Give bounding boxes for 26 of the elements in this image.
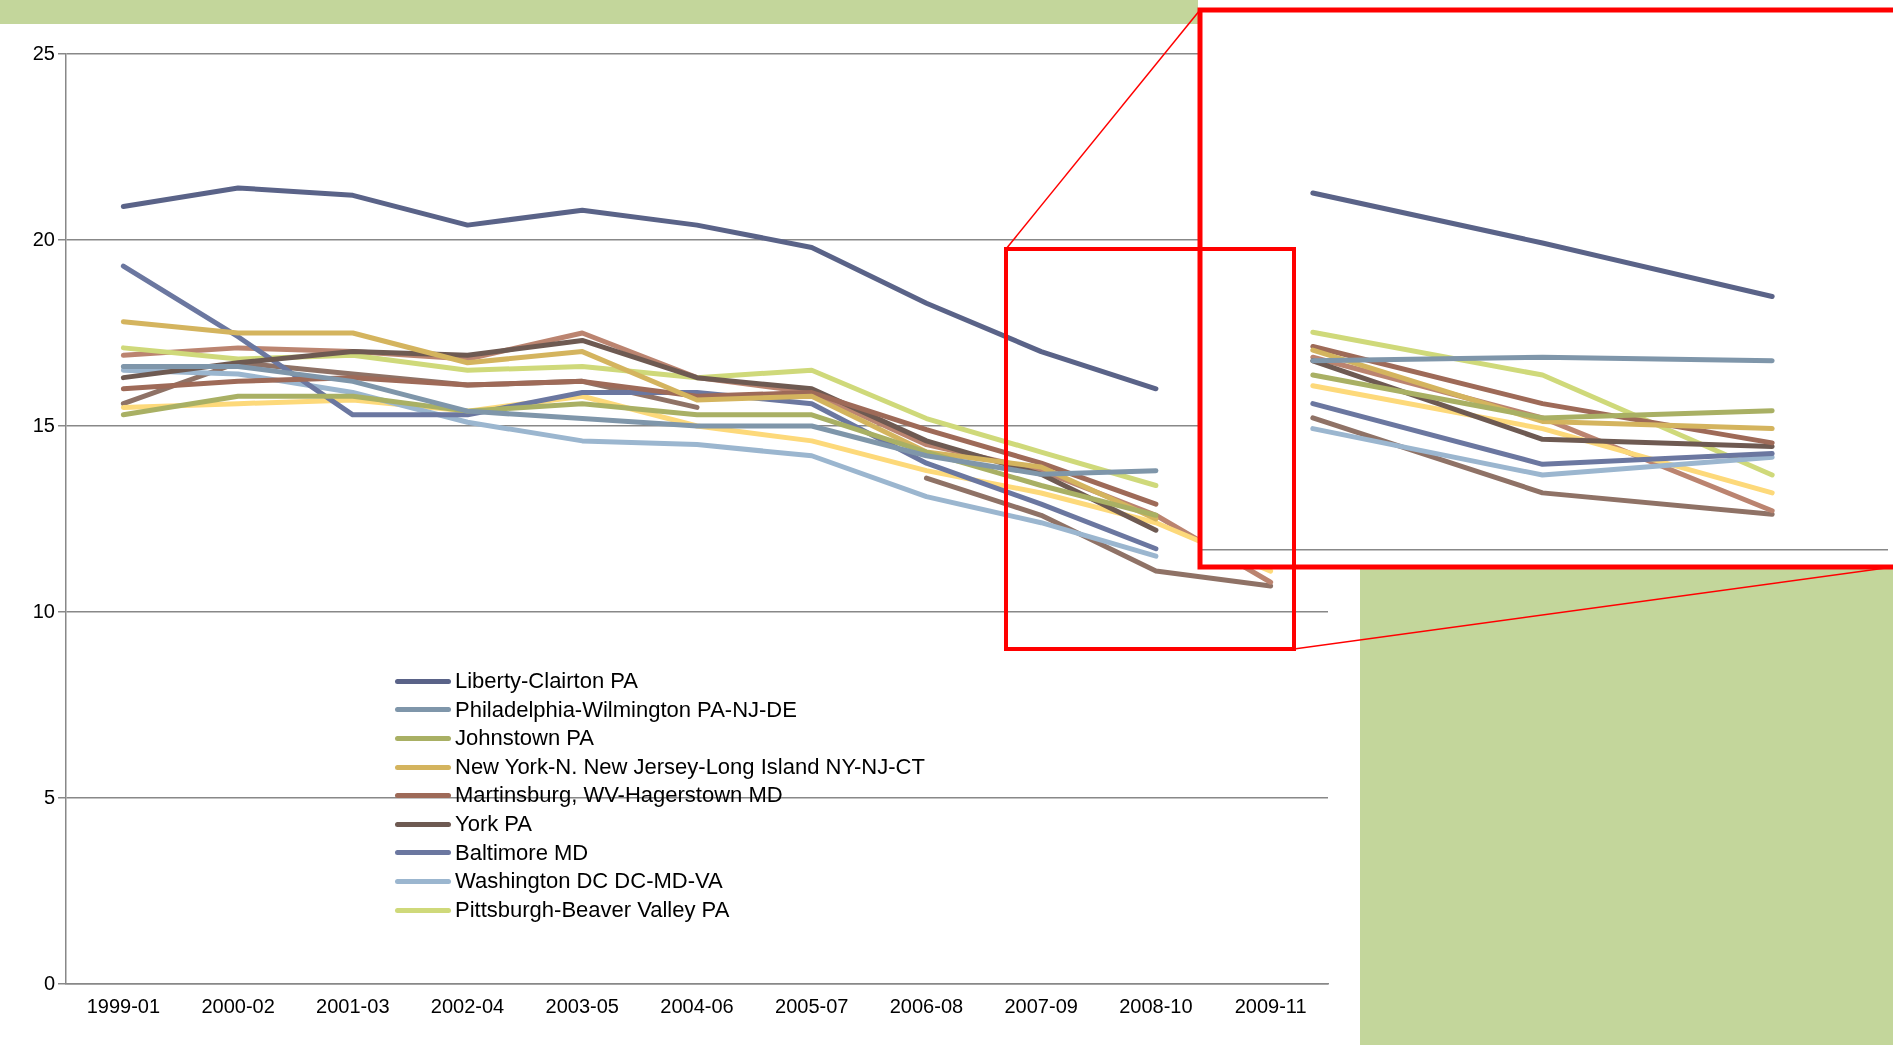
x-tick-label: 2004-06 [660,994,734,1017]
x-tick-label: 2000-02 [201,994,275,1017]
legend-label: Martinsburg, WV-Hagerstown MD [455,781,783,810]
legend-label: Washington DC DC-MD-VA [455,867,723,896]
x-tick-label: 2006-08 [889,994,964,1017]
legend-label: Baltimore MD [455,838,589,867]
legend-label: Pittsburgh-Beaver Valley PA [455,895,730,924]
x-tick-label: 1999-01 [86,994,161,1017]
legend-label: New York-N. New Jersey-Long Island NY-NJ-CT [455,752,925,781]
y-tick-label: 0 [43,971,55,994]
x-tick-label: 2003-05 [545,994,619,1017]
x-tick-label: 2005-07 [775,994,849,1017]
y-tick-label: 10 [32,599,55,622]
x-tick-label: 2009-11 [1234,994,1307,1017]
y-tick-label: 20 [32,227,55,250]
legend-label: Johnstown PA [455,724,595,753]
y-tick-label: 25 [32,41,55,64]
y-tick-label: 5 [43,785,55,808]
x-tick-label: 2001-03 [316,994,390,1017]
y-tick-label: 15 [32,413,55,436]
x-tick-label: 2002-04 [430,994,505,1017]
legend-label: York PA [455,809,533,838]
x-tick-label: 2008-10 [1119,994,1193,1017]
x-tick-label: 2007-09 [1004,994,1078,1017]
legend-label: Philadelphia-Wilmington PA-NJ-DE [455,695,797,724]
legend-label: Liberty-Clairton PA [455,667,638,695]
